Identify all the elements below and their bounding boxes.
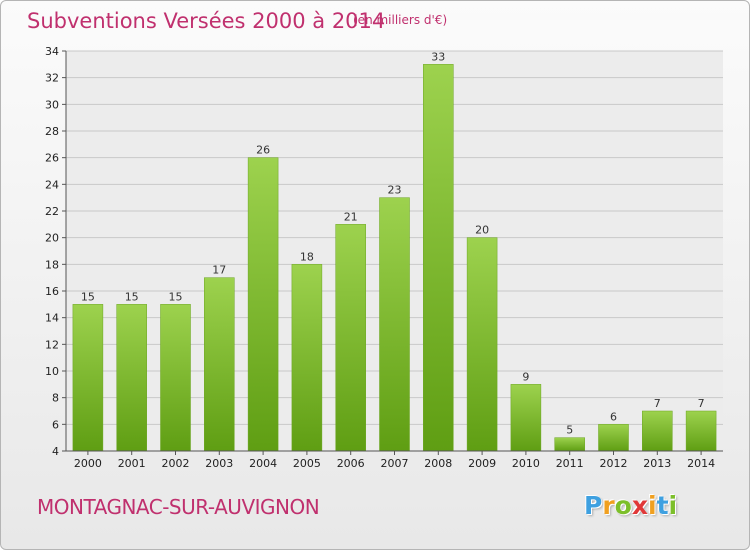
data-label-2001: 15 xyxy=(125,290,139,303)
commune-name: MONTAGNAC-SUR-AUVIGNON xyxy=(37,495,320,519)
y-tick-label: 26 xyxy=(45,152,59,165)
y-tick-label: 24 xyxy=(45,178,59,191)
bar-2012 xyxy=(598,424,629,452)
y-tick-label: 6 xyxy=(52,418,59,431)
x-tick-label-2008: 2008 xyxy=(424,457,452,470)
x-tick-label-2013: 2013 xyxy=(643,457,671,470)
y-tick-label: 28 xyxy=(45,125,59,138)
chart-title: Subventions Versées 2000 à 2014 xyxy=(27,9,386,33)
x-tick-label-2011: 2011 xyxy=(556,457,584,470)
logo-letter: P xyxy=(584,491,603,520)
data-label-2003: 17 xyxy=(212,264,226,277)
logo-letter: i xyxy=(668,491,678,520)
data-label-2014: 7 xyxy=(698,397,705,410)
y-tick-label: 18 xyxy=(45,258,59,271)
y-tick-label: 14 xyxy=(45,312,59,325)
data-label-2005: 18 xyxy=(300,250,314,263)
bar-2009 xyxy=(466,237,498,452)
x-tick-label-2009: 2009 xyxy=(468,457,496,470)
data-label-2009: 20 xyxy=(475,224,489,237)
proxiti-logo: Proxiti xyxy=(584,491,677,520)
y-tick-label: 8 xyxy=(52,392,59,405)
x-tick-label-2005: 2005 xyxy=(293,457,321,470)
bar-2003 xyxy=(204,277,235,452)
logo-letter: o xyxy=(614,491,632,520)
bar-2014 xyxy=(685,410,717,452)
x-tick-label-2000: 2000 xyxy=(74,457,102,470)
x-tick-label-2010: 2010 xyxy=(512,457,540,470)
x-tick-label-2001: 2001 xyxy=(118,457,146,470)
data-label-2008: 33 xyxy=(431,50,445,63)
chart-subtitle: (en milliers d'€) xyxy=(353,13,448,27)
bar-2006 xyxy=(335,224,366,452)
y-tick-label: 16 xyxy=(45,285,59,298)
bar-2002 xyxy=(160,304,191,452)
data-label-2000: 15 xyxy=(81,290,95,303)
y-tick-label: 34 xyxy=(45,45,59,58)
data-label-2013: 7 xyxy=(654,397,661,410)
x-tick-label-2007: 2007 xyxy=(381,457,409,470)
x-tick-label-2002: 2002 xyxy=(162,457,190,470)
x-tick-label-2004: 2004 xyxy=(249,457,277,470)
data-label-2011: 5 xyxy=(566,424,573,437)
bar-2011 xyxy=(554,437,585,452)
data-label-2006: 21 xyxy=(344,210,358,223)
y-tick-label: 22 xyxy=(45,205,59,218)
bar-2013 xyxy=(642,410,673,452)
x-tick-label-2012: 2012 xyxy=(600,457,628,470)
logo-letter: t xyxy=(656,491,669,520)
y-tick-label: 10 xyxy=(45,365,59,378)
y-tick-label: 32 xyxy=(45,72,59,85)
bar-2000 xyxy=(72,304,104,452)
y-tick-label: 30 xyxy=(45,98,59,111)
data-label-2012: 6 xyxy=(610,410,617,423)
bar-2008 xyxy=(423,64,454,452)
data-label-2007: 23 xyxy=(388,184,402,197)
data-label-2010: 9 xyxy=(522,370,529,383)
bar-2005 xyxy=(291,264,323,452)
y-tick-label: 20 xyxy=(45,232,59,245)
x-tick-label-2014: 2014 xyxy=(687,457,715,470)
logo-letter: r xyxy=(602,491,615,520)
logo-letter: i xyxy=(648,491,657,520)
data-label-2004: 26 xyxy=(256,144,270,157)
bar-2010 xyxy=(510,384,542,452)
bar-2004 xyxy=(247,157,279,452)
bar-chart: 15 15 15 17 26 18 21 23 33 20 9 5 6 7 7 4 6 8 10 12 14 16 18 2… xyxy=(45,45,723,470)
y-tick-label: 4 xyxy=(52,445,59,458)
bar-2001 xyxy=(116,304,147,452)
x-tick-label-2003: 2003 xyxy=(205,457,233,470)
y-tick-label: 12 xyxy=(45,338,59,351)
bar-2007 xyxy=(379,197,410,452)
x-tick-label-2006: 2006 xyxy=(337,457,365,470)
logo-letter: x xyxy=(631,491,648,520)
data-label-2002: 15 xyxy=(169,290,183,303)
